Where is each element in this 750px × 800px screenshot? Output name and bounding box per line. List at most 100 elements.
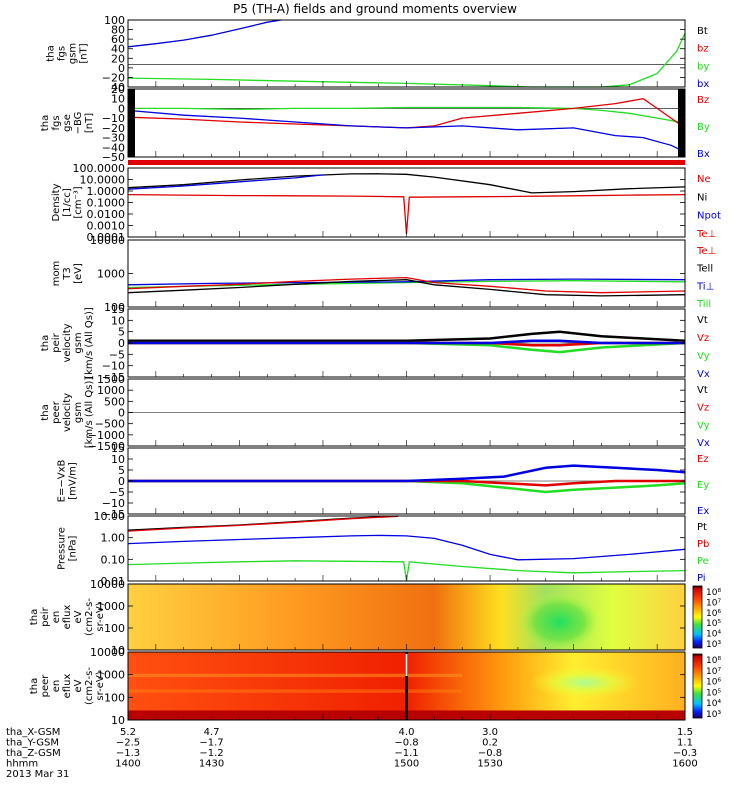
- series-line-blue: [128, 339, 685, 345]
- y-axis-label: thafgsgse−BG[nT]: [40, 112, 95, 135]
- legend-entry: Pe: [697, 556, 709, 567]
- series-line-blue: [127, 174, 323, 190]
- y-axis-label-line: mom: [51, 261, 62, 287]
- y-axis-label-line: eflux: [62, 674, 73, 699]
- legend-entry: bz: [697, 44, 709, 55]
- colorbar-tick-label: 10⁵: [706, 688, 721, 698]
- ephemeris-value: 1530: [477, 759, 502, 770]
- panel-pressure: Pt Pb Pe Pi 10.00 1.00 0.10 0.01 Pressure[nPa]: [57, 510, 710, 588]
- ephemeris-row-label: tha_Z-GSM: [6, 748, 61, 759]
- colorbar: [692, 653, 703, 719]
- legend-entry: Ti⊥: [696, 281, 714, 292]
- y-axis-label-line: tha: [46, 45, 57, 61]
- legend-entry: Pi: [697, 573, 706, 584]
- ephemeris-value: −1.2: [199, 748, 223, 759]
- ephemeris-value: 4.0: [399, 727, 415, 738]
- legend-entry: Ne: [697, 174, 711, 185]
- legend-entry: By: [697, 122, 710, 133]
- y-tick-label: 1.0000: [87, 185, 126, 198]
- y-axis-label-line: [nT]: [79, 43, 90, 63]
- y-tick-label: −15: [102, 371, 125, 384]
- legend-entry: Vx: [697, 369, 710, 380]
- y-tick-label: 10000: [90, 234, 125, 247]
- panel-frame: [127, 19, 686, 88]
- series-line-green: [128, 341, 686, 354]
- series-line-blue: [127, 19, 282, 48]
- y-tick-label: 5: [118, 326, 125, 339]
- ephemeris-value: 1500: [394, 759, 419, 770]
- legend-entry: Vt: [697, 385, 708, 396]
- y-tick-label: −30: [102, 132, 125, 145]
- y-tick-label: −10: [102, 112, 125, 125]
- ephemeris-value: 3.0: [482, 727, 498, 738]
- legend-entry: Tell: [696, 264, 713, 275]
- legend-entry: Till: [696, 299, 711, 310]
- series-line-green: [127, 33, 686, 88]
- y-axis-label-line: (cm2-s-: [84, 667, 95, 705]
- y-tick-label: 1000: [97, 669, 125, 682]
- series-line-blue: [127, 278, 686, 286]
- edge-fill: [678, 89, 685, 157]
- y-axis-label-line: velocity: [62, 393, 73, 432]
- y-axis-label-line: en: [51, 611, 62, 624]
- y-tick-label: 10000: [90, 646, 125, 659]
- ephemeris-value: −0.8: [478, 748, 502, 759]
- panel-peer_velocity: VtVzVyVx150010005000−500−1000−1500thapee…: [40, 373, 710, 453]
- y-axis-label-line: tha: [40, 115, 51, 131]
- y-tick-label: 0.10: [101, 553, 126, 566]
- y-tick-label: 0.0001: [87, 231, 126, 244]
- y-axis-label-line: [km/s (All Qs)]: [84, 377, 95, 449]
- y-axis-label: thapeervelocitygsm[km/s (All Qs)]: [40, 377, 95, 449]
- series-line-red: [127, 276, 686, 294]
- ephemeris-value: 1600: [672, 759, 697, 770]
- legend-entry: Te⊥: [696, 229, 716, 240]
- y-tick-label: 20: [111, 52, 125, 65]
- panel-peer_eflux: 10⁸10⁷10⁶10⁵10⁴10³10000100010010thapeere…: [29, 646, 721, 727]
- y-tick-label: 60: [111, 33, 125, 46]
- series-line-green: [128, 106, 686, 124]
- legend-entry: Te⊥: [696, 246, 716, 257]
- ephemeris-value: −2.5: [116, 738, 140, 749]
- y-axis-label-line: sr-eV): [95, 602, 106, 631]
- y-tick-label: −1500: [88, 440, 125, 453]
- y-axis-label: momT3[eV]: [51, 261, 84, 287]
- y-axis-label-line: gsm: [73, 332, 84, 353]
- y-tick-label: 1.00: [101, 532, 126, 545]
- series-line-blue: [128, 464, 686, 483]
- spectrogram-band: [128, 689, 463, 693]
- y-axis-label-line: eV: [73, 679, 84, 692]
- y-axis-label: thafgsgsm[nT]: [46, 43, 90, 64]
- ephemeris-row-label: tha_X-GSM: [6, 727, 60, 738]
- y-tick-label: 10: [111, 714, 125, 727]
- y-tick-label: 15: [111, 442, 125, 455]
- legend-entry: Ex: [697, 506, 709, 517]
- panel-peir_eflux: 10⁸10⁷10⁶10⁵10⁴10³10000100010010thapeire…: [29, 578, 721, 657]
- series-line-red: [127, 98, 686, 129]
- y-tick-label: 20: [111, 83, 125, 96]
- y-tick-label: 10: [111, 644, 125, 657]
- y-tick-label: 1500: [97, 373, 125, 386]
- y-tick-label: 0: [118, 475, 125, 488]
- y-tick-label: 40: [111, 43, 125, 56]
- y-axis-label-line: fgs: [57, 46, 68, 61]
- y-axis-label-line: peer: [51, 400, 62, 424]
- ephemeris-value: 1400: [115, 759, 140, 770]
- figure-title: P5 (TH-A) fields and ground moments over…: [233, 2, 517, 16]
- legend-entry: Vy: [697, 420, 710, 431]
- legend-entry: Bz: [697, 95, 709, 106]
- y-axis-label-line: en: [51, 680, 62, 693]
- y-tick-label: −20: [102, 122, 125, 135]
- y-axis-label: thapeirenefluxeV(cm2-s-sr-eV): [29, 598, 106, 636]
- series-line-blue: [127, 534, 686, 561]
- y-tick-label: −15: [102, 508, 125, 521]
- colorbar-tick-label: 10⁸: [706, 588, 721, 598]
- y-tick-label: 0: [118, 102, 125, 115]
- series-line-black: [127, 173, 686, 194]
- separator-bar: [128, 160, 685, 165]
- y-axis-label: thapeirvelocitygsm[km/s (All Qs)]: [40, 307, 95, 379]
- ephemeris-value: −0.8: [394, 738, 418, 749]
- colorbar-tick-label: 10⁸: [706, 656, 721, 666]
